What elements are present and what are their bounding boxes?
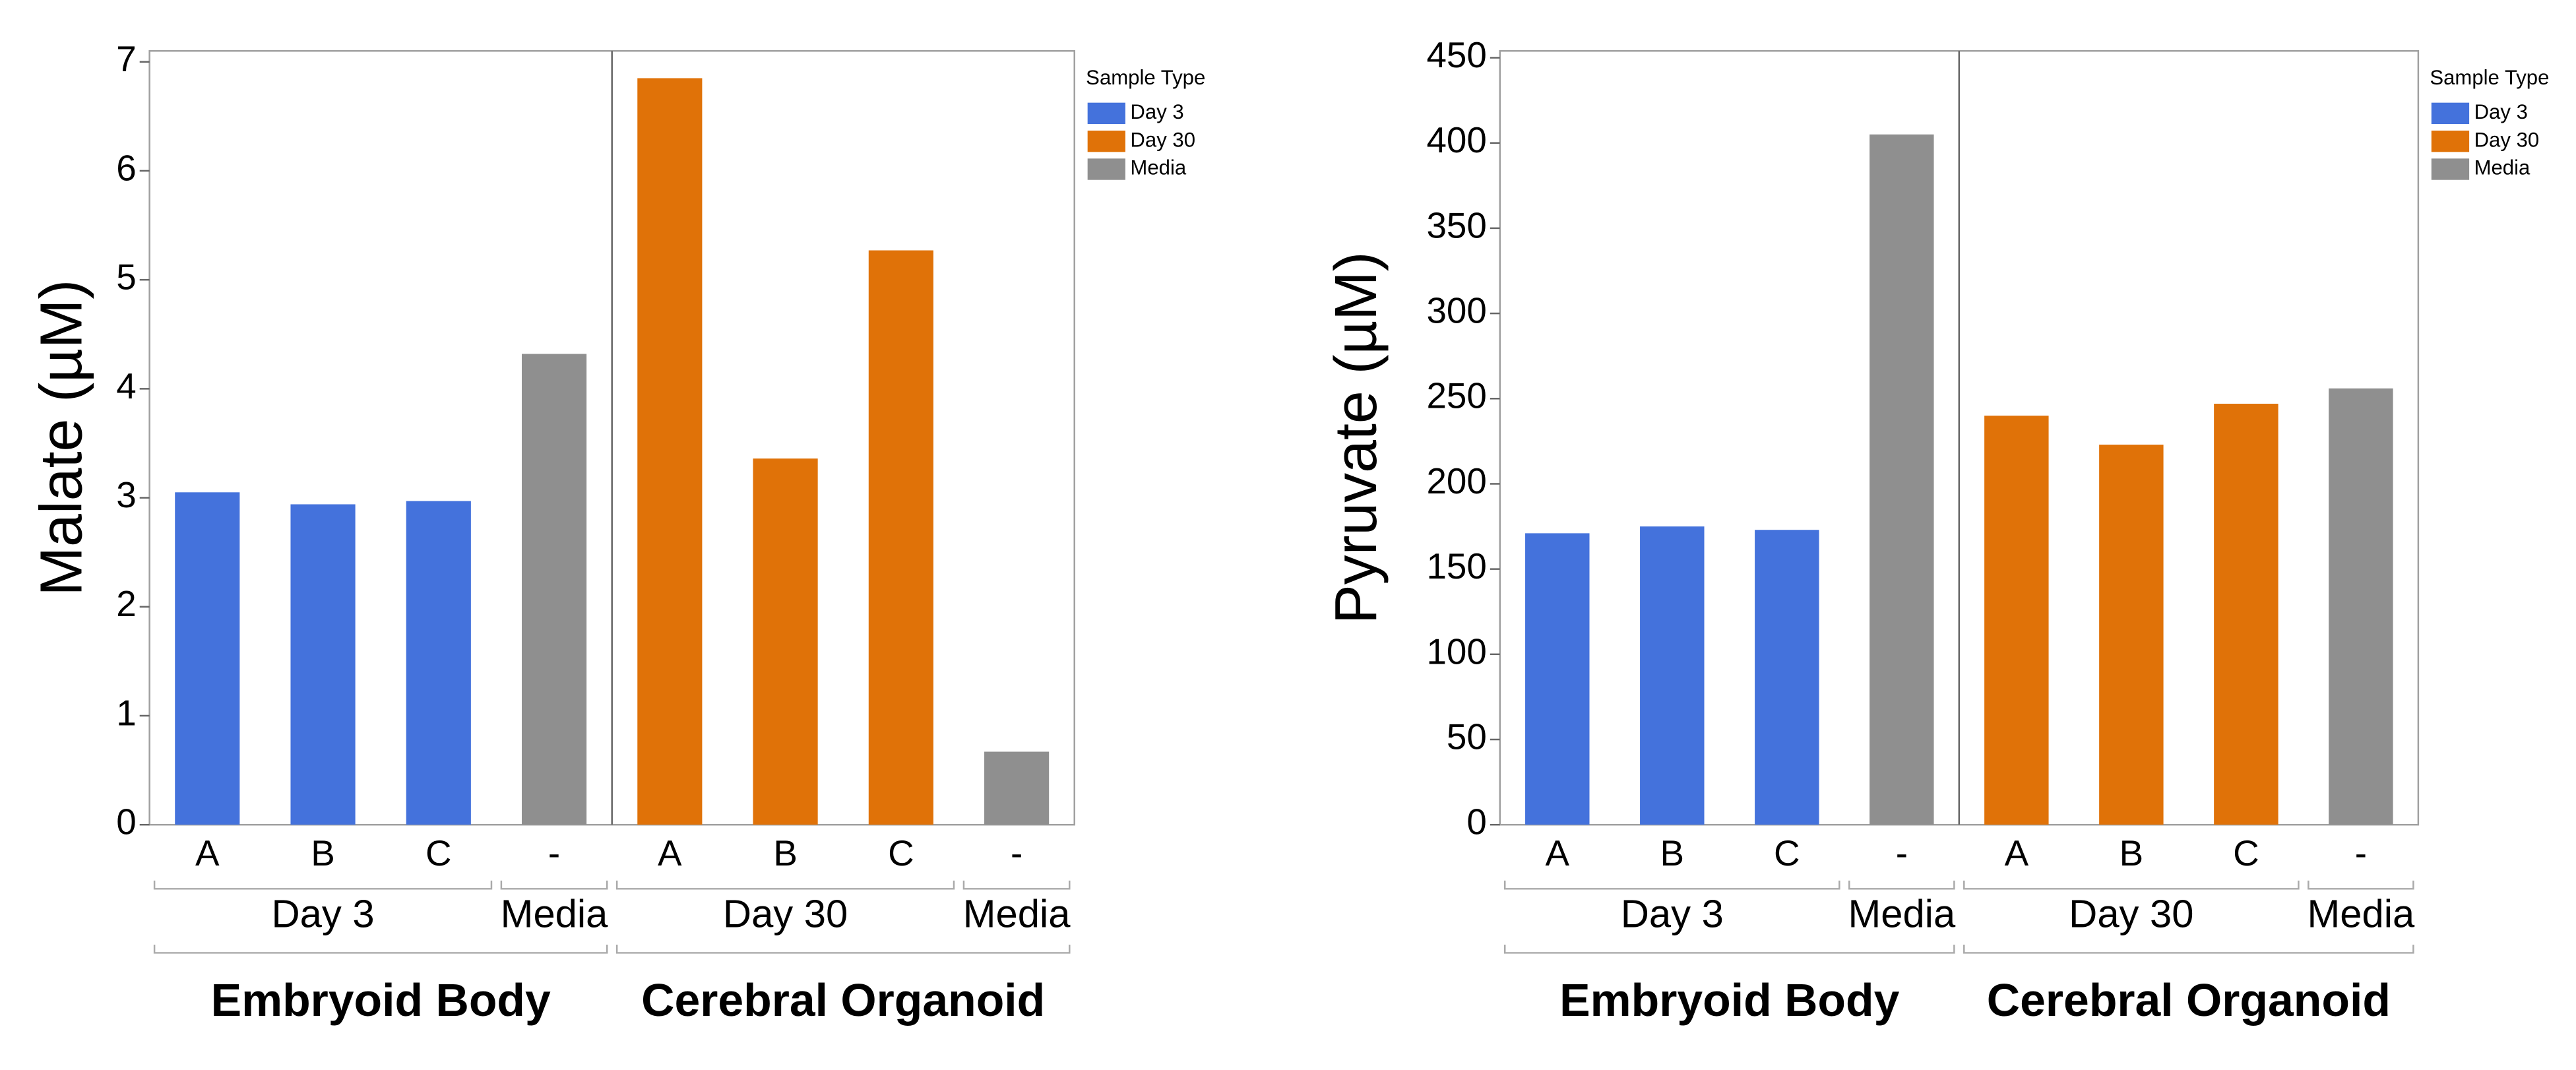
group_labels-bracket bbox=[153, 880, 493, 890]
legend-swatch bbox=[1087, 130, 1125, 152]
bar bbox=[1984, 416, 2049, 825]
group-labels: Day 30 bbox=[2069, 891, 2193, 935]
y-tick-label: 5 bbox=[116, 257, 136, 298]
x-tick-label: A bbox=[2005, 833, 2029, 873]
x-tick-label: C bbox=[2233, 833, 2259, 873]
x-tick-label: B bbox=[311, 833, 335, 873]
y-tick-label: 0 bbox=[1466, 802, 1486, 842]
x-tick-label: B bbox=[2120, 833, 2144, 873]
legend-label: Media bbox=[1130, 156, 1186, 179]
legend-label: Day 30 bbox=[1130, 128, 1195, 151]
x-tick-label: - bbox=[1011, 833, 1022, 873]
y-tick-label: 7 bbox=[116, 38, 136, 79]
legend-title: Sample Type bbox=[1086, 66, 1205, 89]
group_labels-bracket bbox=[962, 880, 1071, 890]
group_labels-bracket bbox=[1503, 880, 1840, 890]
y-axis-label: Malate (µM) bbox=[28, 280, 94, 596]
bar bbox=[1525, 533, 1590, 825]
super-group-labels: Embryoid Body bbox=[211, 974, 551, 1026]
group-labels: Media bbox=[963, 891, 1071, 935]
x-tick-label: - bbox=[548, 833, 560, 873]
legend-title: Sample Type bbox=[2430, 66, 2549, 89]
super_group_labels-bracket bbox=[1963, 944, 2414, 954]
y-tick-label: 1 bbox=[116, 692, 136, 733]
x-tick-label: - bbox=[1896, 833, 1908, 873]
bar bbox=[2329, 388, 2393, 825]
super-group-labels: Cerebral Organoid bbox=[641, 974, 1045, 1026]
y-tick-label: 300 bbox=[1426, 290, 1486, 331]
y-tick-label: 450 bbox=[1426, 34, 1486, 75]
group-labels: Day 30 bbox=[723, 891, 848, 935]
bar bbox=[753, 458, 818, 825]
y-tick-label: 3 bbox=[116, 474, 136, 515]
legend-swatch bbox=[1087, 102, 1125, 125]
group_labels-bracket bbox=[615, 880, 955, 890]
group_labels-bracket bbox=[1963, 880, 2300, 890]
bar bbox=[2099, 445, 2164, 825]
y-tick-label: 50 bbox=[1447, 716, 1487, 757]
x-tick-label: C bbox=[425, 833, 452, 873]
x-tick-label: C bbox=[1774, 833, 1800, 873]
bar bbox=[1869, 134, 1934, 825]
group_labels-bracket bbox=[500, 880, 608, 890]
y-tick-label: 2 bbox=[116, 583, 136, 624]
bar bbox=[984, 751, 1050, 825]
group-labels: Day 3 bbox=[1621, 891, 1724, 935]
legend-label: Media bbox=[2474, 156, 2530, 179]
group-labels: Media bbox=[501, 891, 609, 935]
group_labels-bracket bbox=[2308, 880, 2414, 890]
bar bbox=[290, 504, 356, 825]
super-group-labels: Cerebral Organoid bbox=[1987, 974, 2391, 1026]
bar bbox=[521, 354, 587, 825]
y-tick-label: 0 bbox=[116, 802, 136, 842]
bar bbox=[406, 501, 471, 825]
group-labels: Media bbox=[1848, 891, 1956, 935]
x-tick-label: B bbox=[773, 833, 798, 873]
super-group-labels: Embryoid Body bbox=[1559, 974, 1899, 1026]
bar bbox=[175, 492, 240, 825]
y-tick-label: 400 bbox=[1426, 119, 1486, 160]
legend-label: Day 3 bbox=[2474, 100, 2528, 123]
legend-swatch bbox=[2431, 130, 2470, 152]
bar bbox=[1755, 530, 1819, 825]
x-tick-label: - bbox=[2355, 833, 2367, 873]
legend-swatch bbox=[1087, 158, 1125, 180]
bar bbox=[637, 78, 703, 825]
y-tick-label: 250 bbox=[1426, 375, 1486, 416]
bar bbox=[2214, 404, 2278, 825]
legend-label: Day 3 bbox=[1130, 100, 1183, 123]
x-tick-label: C bbox=[888, 833, 914, 873]
bar bbox=[868, 250, 933, 825]
group_labels-bracket bbox=[1848, 880, 1955, 890]
super_group_labels-bracket bbox=[615, 944, 1071, 954]
legend-swatch bbox=[2431, 158, 2470, 180]
legend-swatch bbox=[2431, 102, 2470, 125]
x-tick-label: B bbox=[1660, 833, 1685, 873]
x-tick-label: A bbox=[658, 833, 682, 873]
super_group_labels-bracket bbox=[1503, 944, 1955, 954]
y-tick-label: 6 bbox=[116, 147, 136, 188]
y-tick-label: 100 bbox=[1426, 631, 1486, 672]
x-tick-label: A bbox=[1546, 833, 1570, 873]
y-tick-label: 200 bbox=[1426, 460, 1486, 501]
x-tick-label: A bbox=[195, 833, 220, 873]
y-tick-label: 150 bbox=[1426, 546, 1486, 586]
y-tick-label: 4 bbox=[116, 365, 136, 406]
super_group_labels-bracket bbox=[153, 944, 608, 954]
group-labels: Media bbox=[2308, 891, 2416, 935]
legend-label: Day 30 bbox=[2474, 128, 2540, 151]
bar bbox=[1640, 526, 1705, 825]
y-tick-label: 350 bbox=[1426, 205, 1486, 245]
group-labels: Day 3 bbox=[271, 891, 374, 935]
y-axis-label: Pyruvate (µM) bbox=[1323, 251, 1389, 624]
